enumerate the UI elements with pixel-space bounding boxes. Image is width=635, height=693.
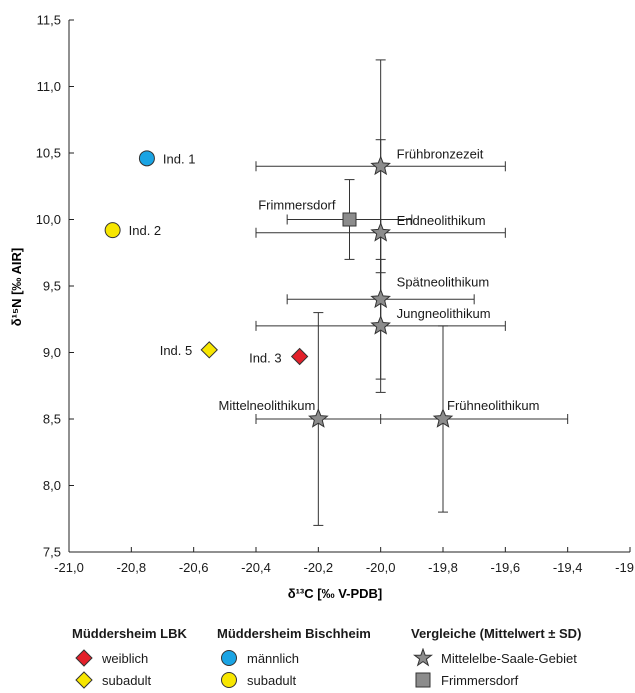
- blue-circle-icon: [217, 649, 241, 667]
- y-tick-label: 10,0: [36, 212, 61, 227]
- x-tick-label: -19,4: [553, 560, 583, 575]
- point-label-ind-5: Ind. 5: [160, 343, 193, 358]
- legend-item-frimmersdorf: Frimmersdorf: [411, 670, 581, 690]
- y-tick-label: 9,5: [43, 279, 61, 294]
- point-label-ind-3: Ind. 3: [249, 350, 282, 365]
- point-labels-layer: Ind. 3 Ind. 5 Ind. 1 Ind. 2 Frühbronzezeit En…: [129, 146, 540, 413]
- grey-square-icon: [411, 671, 435, 689]
- star-marker-endneolithikum: [370, 221, 391, 242]
- legend-item-label: weiblich: [102, 650, 149, 666]
- legend-item-label: subadult: [102, 672, 152, 688]
- point-label-endneolithikum: Endneolithikum: [397, 213, 486, 228]
- x-tick-label: -20,2: [304, 560, 334, 575]
- axes-layer: -21,0 -20,8 -20,6 -20,4 -20,2 -20,0 -19,8 -19,6…: [36, 13, 635, 576]
- error-bars-layer: [255, 59, 569, 526]
- legend-item-weiblich: weiblich: [72, 648, 187, 668]
- x-tick-label: -21,0: [54, 560, 84, 575]
- legend-group-title: Müddersheim LBK: [72, 626, 187, 641]
- scatter-chart: -21,0 -20,8 -20,6 -20,4 -20,2 -20,0 -19,8 -19,6…: [9, 13, 635, 602]
- circle-marker-ind-1: [138, 150, 155, 167]
- legend-item-subadult-bischheim: subadult: [217, 670, 371, 690]
- legend-item-label: männlich: [247, 650, 300, 666]
- diamond-marker-ind-3: [290, 347, 309, 366]
- y-axis-label: δ¹⁵N [‰ AIR]: [9, 248, 24, 327]
- legend-group-lbk: Müddersheim LBK weiblich subadult: [72, 626, 187, 690]
- y-tick-label: 11,5: [37, 13, 61, 28]
- y-tick-label: 10,5: [36, 146, 61, 161]
- x-tick-label: -19,8: [428, 560, 458, 575]
- y-tick-label: 8,5: [43, 412, 61, 427]
- x-axis-label: δ¹³C [‰ V-PDB]: [288, 586, 383, 601]
- legend-item-label: subadult: [247, 672, 297, 688]
- y-tick-label: 7,5: [43, 545, 61, 560]
- markers-layer: [104, 150, 454, 428]
- circle-marker-ind-2: [104, 222, 121, 239]
- point-label-frimmersdorf: Frimmersdorf: [258, 198, 336, 213]
- legend-item-label: Frimmersdorf: [441, 672, 519, 688]
- x-tick-label: -20,6: [179, 560, 209, 575]
- point-label-fr-hneolithikum: Frühneolithikum: [447, 398, 540, 413]
- grey-star-icon: [411, 648, 435, 668]
- x-tick-label: -20,0: [366, 560, 396, 575]
- star-marker-fr-hneolithikum: [432, 408, 454, 428]
- point-label-ind-1: Ind. 1: [163, 151, 196, 166]
- point-label-ind-2: Ind. 2: [129, 223, 162, 238]
- legend: Müddersheim LBK weiblich subadult Müdder…: [0, 626, 635, 693]
- legend-item-maennlich: männlich: [217, 648, 371, 668]
- red-diamond-icon: [72, 649, 96, 667]
- legend-item-label: Mittelelbe-Saale-Gebiet: [441, 650, 577, 666]
- square-marker-frimmersdorf: [342, 212, 357, 227]
- x-tick-label: -19,6: [491, 560, 521, 575]
- legend-group-title: Vergleiche (Mittelwert ± SD): [411, 626, 582, 641]
- point-label-sp-tneolithikum: Spätneolithikum: [397, 274, 490, 289]
- yellow-circle-icon: [217, 671, 241, 689]
- legend-group-bischheim: Müddersheim Bischheim männlich subadult: [217, 626, 371, 690]
- star-marker-sp-tneolithikum: [370, 288, 391, 309]
- point-label-jungneolithikum: Jungneolithikum: [397, 306, 491, 321]
- y-tick-label: 11,0: [37, 79, 61, 94]
- yellow-diamond-icon: [72, 671, 96, 689]
- star-marker-fr-hbronzezeit: [370, 155, 391, 176]
- point-label-fr-hbronzezeit: Frühbronzezeit: [397, 146, 484, 161]
- star-marker-mittelneolithikum: [308, 408, 329, 428]
- y-tick-label: 9,0: [43, 345, 61, 360]
- x-tick-label: -20,8: [117, 560, 147, 575]
- legend-group-vergleiche: Vergleiche (Mittelwert ± SD) Mittelelbe-…: [411, 626, 581, 690]
- star-marker-jungneolithikum: [370, 315, 391, 335]
- point-label-mittelneolithikum: Mittelneolithikum: [219, 398, 316, 413]
- x-tick-label: -19,2: [615, 560, 635, 575]
- diamond-marker-ind-5: [200, 341, 218, 359]
- y-tick-label: 8,0: [43, 478, 61, 493]
- legend-item-subadult-lbk: subadult: [72, 670, 187, 690]
- legend-group-title: Müddersheim Bischheim: [217, 626, 371, 641]
- x-tick-label: -20,4: [241, 560, 271, 575]
- legend-item-mittelelbe: Mittelelbe-Saale-Gebiet: [411, 648, 581, 668]
